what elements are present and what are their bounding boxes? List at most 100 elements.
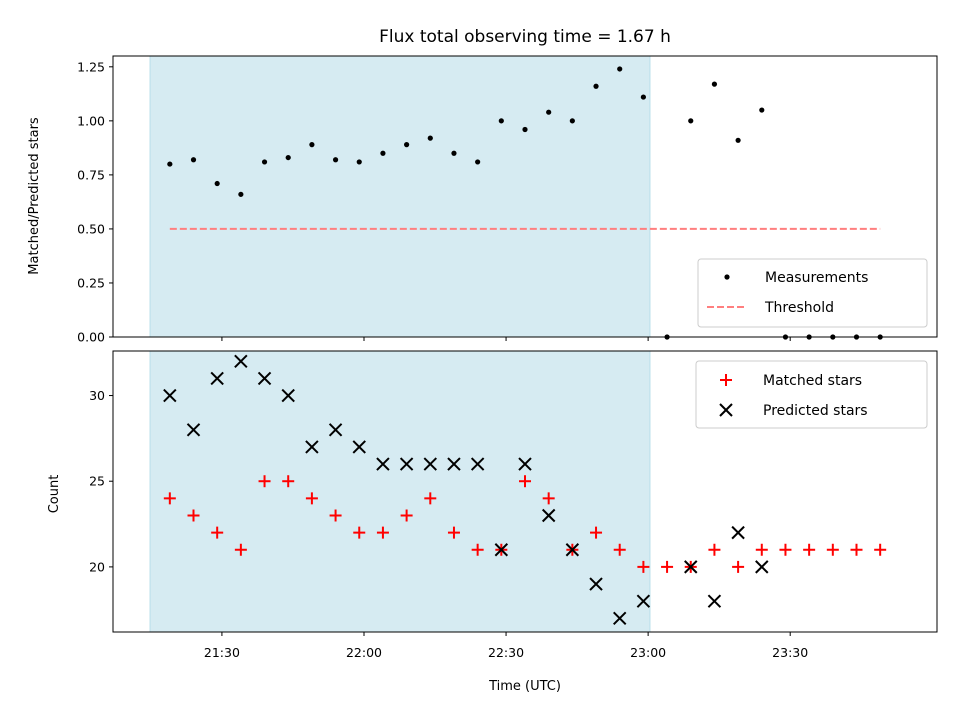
- measurement-point: [356, 159, 362, 165]
- measurement-point: [759, 107, 765, 113]
- y-tick-label: 1.00: [77, 113, 105, 128]
- matched-star-point: [755, 543, 768, 556]
- measurement-point: [688, 118, 694, 124]
- bottom-plot-frame: [112, 350, 938, 633]
- top-legend: Measurements Threshold: [697, 258, 928, 328]
- legend-predicted-label: Predicted stars: [763, 403, 868, 419]
- y-tick-label: 0.75: [77, 167, 105, 182]
- x-tick-label: 23:30: [772, 645, 808, 660]
- matched-star-point: [329, 509, 342, 522]
- predicted-star-point: [423, 457, 437, 471]
- predicted-star-point: [589, 577, 603, 591]
- predicted-star-point: [755, 560, 769, 574]
- predicted-star-point: [376, 457, 390, 471]
- top-panel: 0.00 0.25 0.50 0.75 1.00 1.25 Matched/Predict…: [27, 55, 938, 345]
- matched-star-point: [400, 509, 413, 522]
- predicted-star-point: [281, 388, 295, 403]
- legend-matched-marker: [720, 374, 732, 386]
- legend-predicted-marker: [719, 403, 733, 417]
- chart-title: Flux total observing time = 1.67 h: [379, 27, 671, 47]
- predicted-star-point: [470, 457, 485, 471]
- matched-star-point: [519, 475, 531, 488]
- matched-star-point: [850, 543, 863, 556]
- bottom-legend-box: [695, 360, 928, 429]
- predicted-star-point: [636, 594, 651, 608]
- predicted-star-point: [731, 525, 745, 540]
- matched-star-point: [376, 526, 389, 539]
- matched-star-point: [590, 526, 603, 539]
- x-axis-label: Time (UTC): [488, 679, 561, 694]
- x-tick-label: 22:30: [488, 645, 524, 660]
- y-tick-label: 25: [89, 474, 105, 489]
- predicted-star-point: [163, 388, 177, 403]
- top-y-axis-label: Matched/Predicted stars: [27, 117, 42, 275]
- matched-star-point: [187, 509, 200, 522]
- matched-star-point: [471, 543, 484, 556]
- measurement-point: [522, 126, 528, 133]
- measurement-point: [569, 118, 575, 124]
- measurement-point: [190, 157, 197, 163]
- measurement-point: [380, 150, 386, 156]
- top-legend-box: [697, 258, 928, 328]
- predicted-star-point: [352, 440, 366, 454]
- bottom-panel: 20 25 30 21:30 22:00 22:30 23:00 23:30 Count T…: [47, 350, 938, 694]
- measurement-point: [546, 109, 552, 115]
- measurement-point: [640, 94, 646, 100]
- matched-star-point: [779, 543, 792, 556]
- measurement-point: [711, 81, 718, 87]
- predicted-star-point: [186, 423, 201, 437]
- measurement-point: [214, 180, 220, 187]
- x-tick-label: 22:00: [346, 645, 382, 660]
- measurement-point: [261, 159, 268, 165]
- predicted-star-point: [399, 457, 414, 471]
- matched-star-point: [732, 560, 745, 573]
- predicted-star-point: [518, 457, 532, 471]
- bottom-shaded-span: [149, 350, 651, 633]
- top-shaded-span: [149, 55, 651, 338]
- matched-star-point: [353, 526, 366, 539]
- matched-star-point: [661, 560, 674, 573]
- y-tick-label: 0.25: [77, 275, 105, 290]
- predicted-star-point: [494, 543, 509, 557]
- x-tick-label: 23:00: [630, 645, 666, 660]
- y-tick-label: 0.00: [77, 330, 105, 345]
- matched-star-point: [424, 492, 437, 505]
- matched-star-point: [305, 492, 318, 505]
- predicted-star-point: [707, 594, 722, 608]
- predicted-star-point: [565, 543, 580, 557]
- measurement-point: [309, 142, 315, 148]
- measurement-point: [404, 142, 410, 148]
- top-plot-frame: [112, 55, 938, 338]
- y-tick-label: 1.25: [77, 59, 105, 74]
- measurement-point: [427, 135, 433, 141]
- measurement-point: [617, 66, 623, 72]
- y-tick-label: 20: [89, 559, 105, 574]
- matched-star-point: [637, 560, 650, 573]
- legend-measurement-marker: [724, 274, 730, 280]
- predicted-star-point: [684, 560, 698, 574]
- matched-star-point: [613, 543, 626, 556]
- measurement-point: [167, 161, 173, 167]
- predicted-star-point: [210, 371, 224, 386]
- predicted-star-point: [447, 457, 461, 471]
- legend-matched-label: Matched stars: [763, 373, 862, 389]
- legend-measurements-label: Measurements: [765, 270, 868, 286]
- matched-star-point: [542, 492, 555, 505]
- y-tick-label: 30: [89, 388, 105, 403]
- predicted-star-point: [541, 508, 556, 523]
- measurement-point: [475, 159, 481, 165]
- x-tick-label: 21:30: [204, 645, 240, 660]
- predicted-star-point: [613, 611, 627, 625]
- matched-star-point: [803, 543, 816, 556]
- matched-star-point: [258, 475, 271, 488]
- predicted-star-point: [305, 440, 319, 454]
- predicted-star-point: [257, 371, 272, 386]
- matched-star-point: [874, 543, 887, 556]
- matched-star-point: [708, 543, 721, 556]
- bottom-legend: Matched stars Predicted stars: [695, 360, 928, 429]
- predicted-star-point: [234, 354, 248, 368]
- measurement-point: [451, 150, 457, 156]
- predicted-star-point: [328, 423, 343, 437]
- matched-star-point: [163, 492, 176, 505]
